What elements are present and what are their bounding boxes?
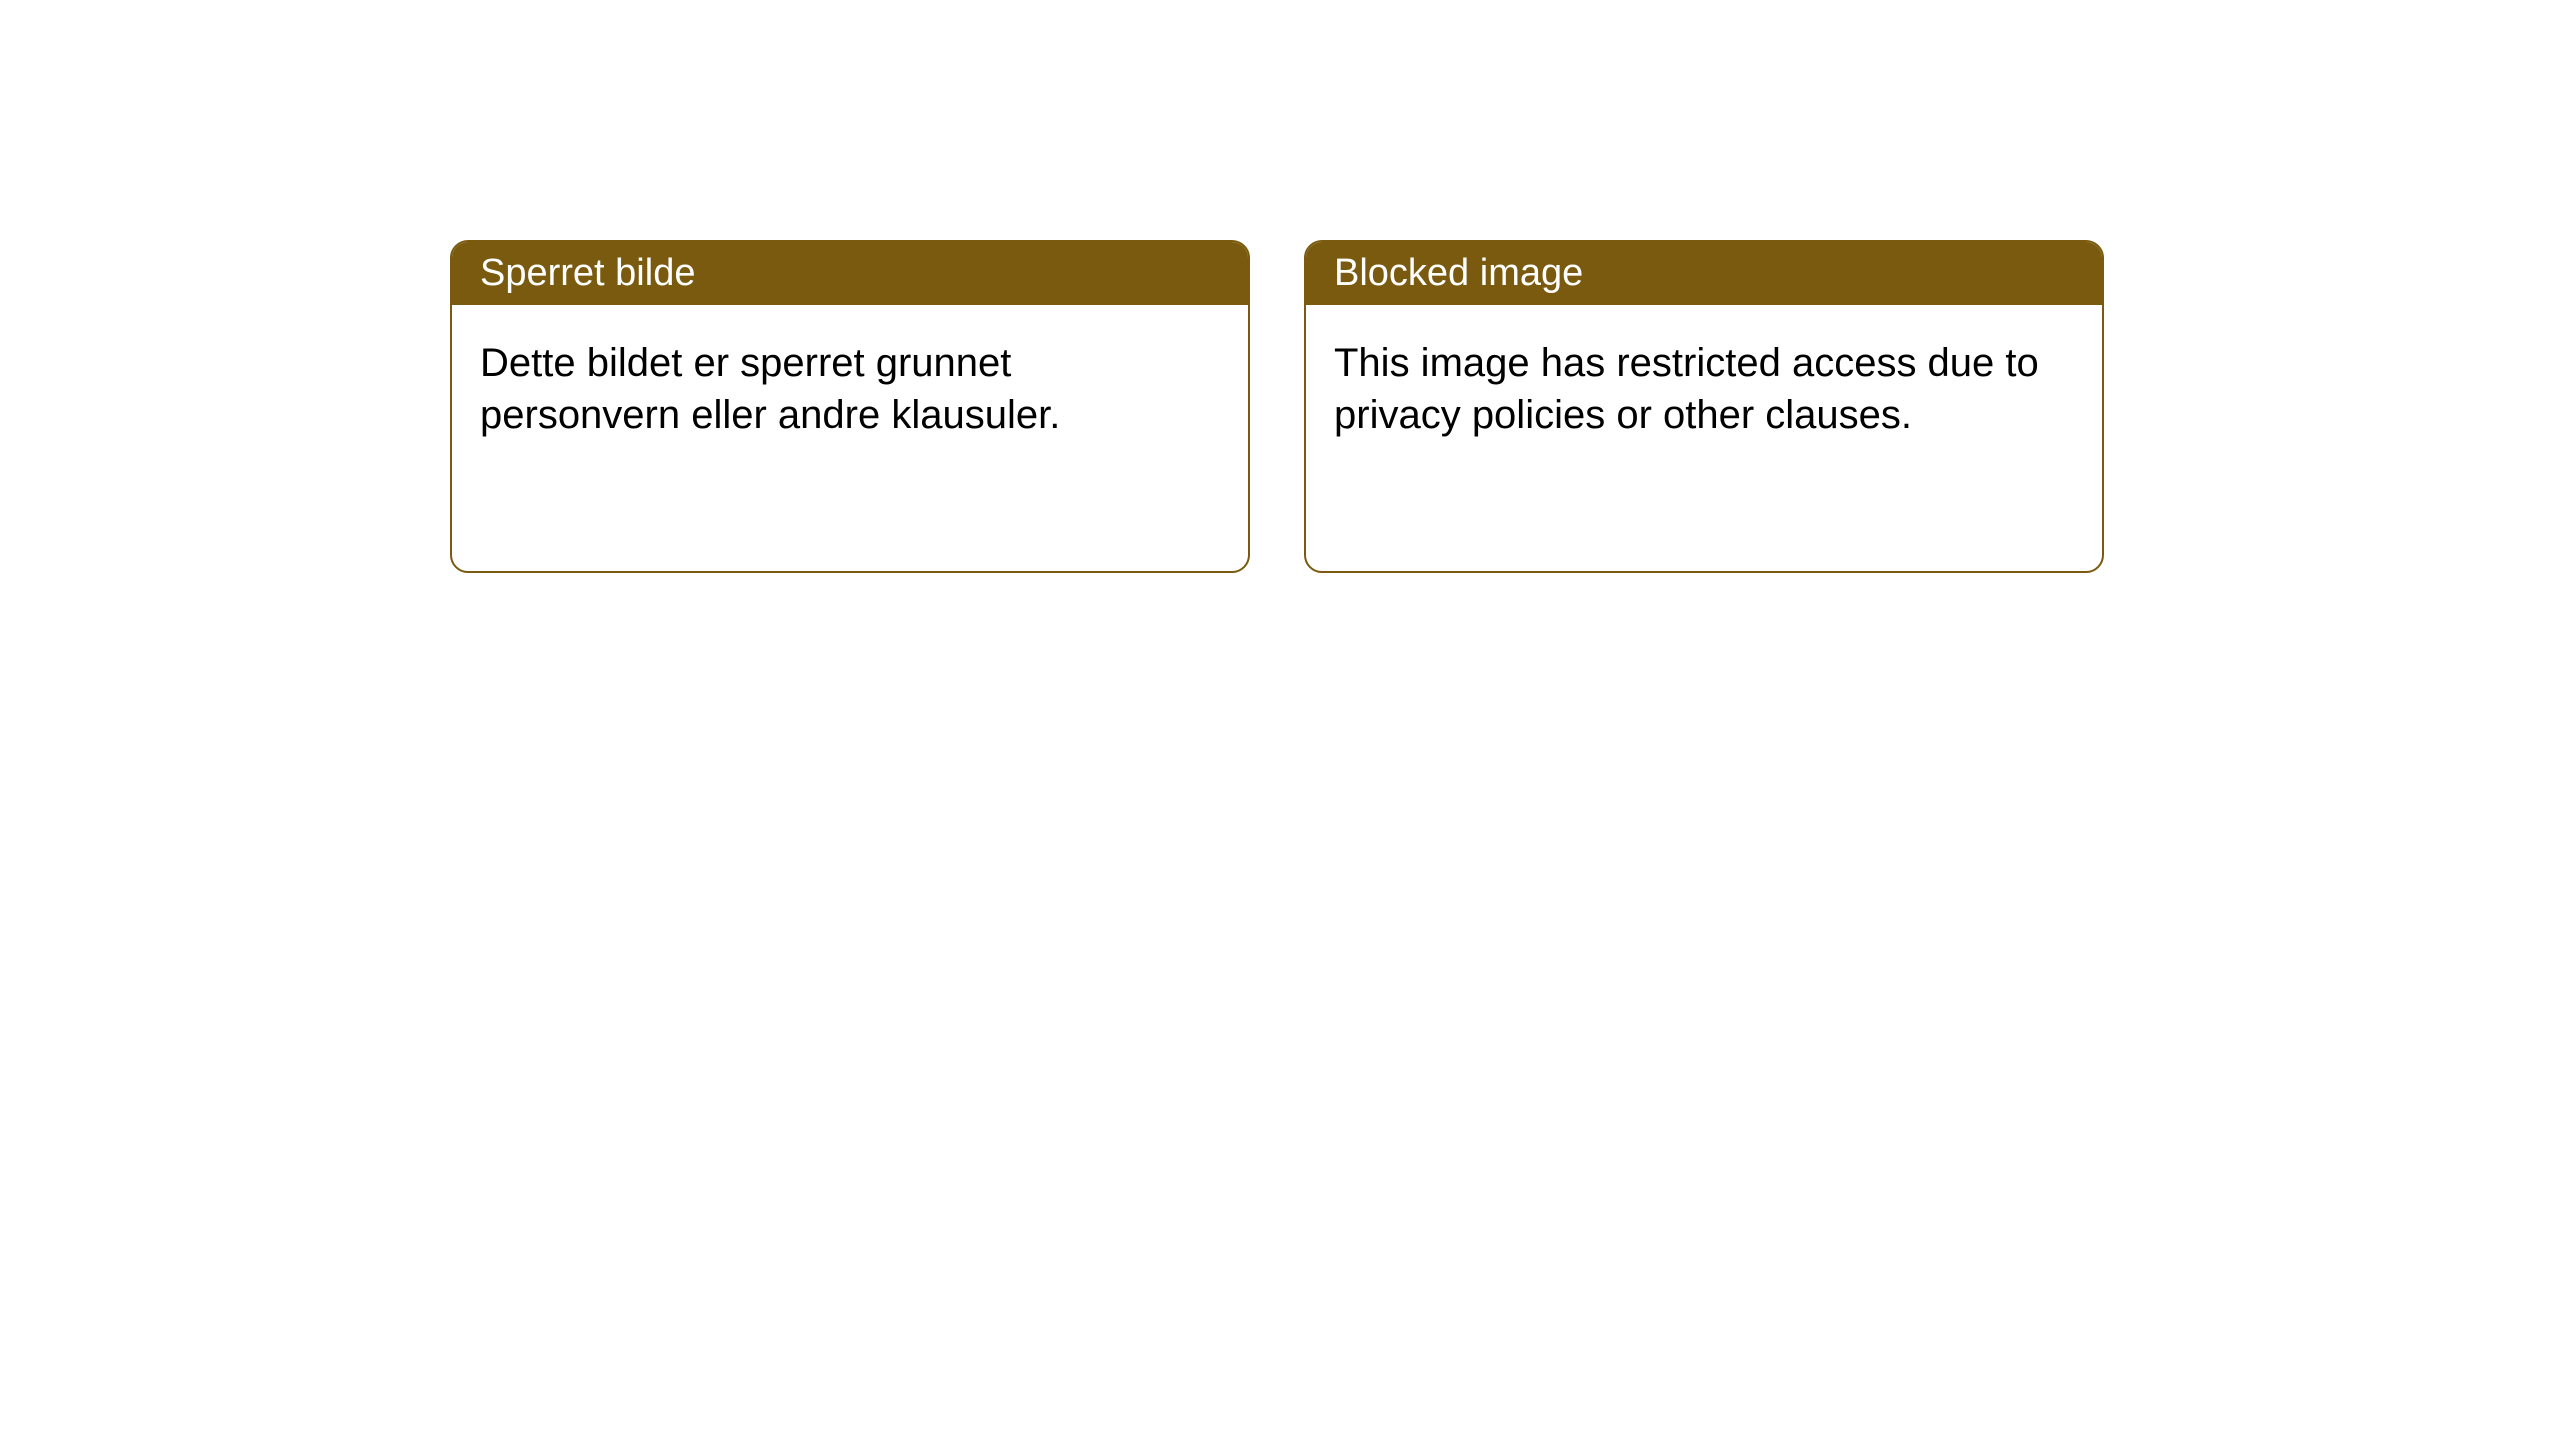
notice-container: Sperret bilde Dette bildet er sperret gr… [0,0,2560,573]
notice-body: Dette bildet er sperret grunnet personve… [452,305,1248,473]
notice-body: This image has restricted access due to … [1306,305,2102,473]
notice-title: Sperret bilde [480,252,695,294]
notice-header: Sperret bilde [452,242,1248,305]
notice-body-text: This image has restricted access due to … [1334,341,2039,437]
notice-header: Blocked image [1306,242,2102,305]
notice-title: Blocked image [1334,252,1583,294]
notice-card-norwegian: Sperret bilde Dette bildet er sperret gr… [450,240,1250,573]
notice-body-text: Dette bildet er sperret grunnet personve… [480,341,1060,437]
notice-card-english: Blocked image This image has restricted … [1304,240,2104,573]
